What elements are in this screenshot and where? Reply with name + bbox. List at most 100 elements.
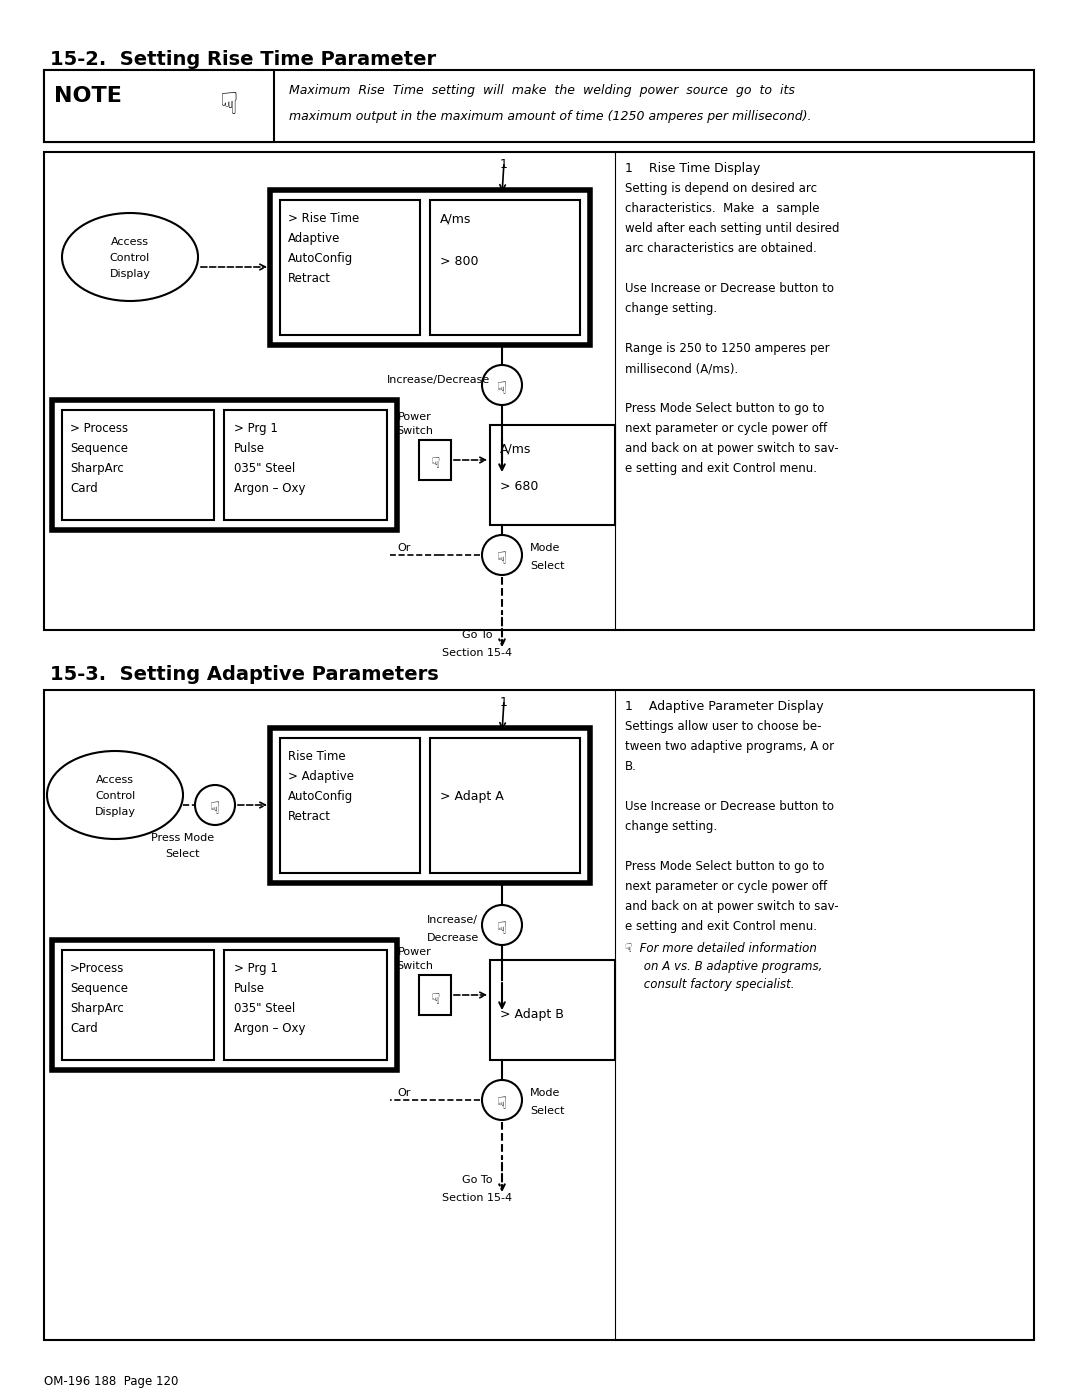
Text: Card: Card bbox=[70, 482, 98, 495]
Bar bbox=[280, 738, 420, 873]
Text: Sequence: Sequence bbox=[70, 441, 129, 455]
Text: next parameter or cycle power off: next parameter or cycle power off bbox=[625, 880, 827, 893]
Text: consult factory specialist.: consult factory specialist. bbox=[625, 978, 795, 990]
Text: > Process: > Process bbox=[70, 422, 129, 434]
Text: Mode: Mode bbox=[530, 1088, 561, 1098]
Text: 035" Steel: 035" Steel bbox=[234, 1002, 295, 1016]
Text: and back on at power switch to sav-: and back on at power switch to sav- bbox=[625, 441, 839, 455]
Text: Press Mode Select button to go to: Press Mode Select button to go to bbox=[625, 402, 824, 415]
Text: > 680: > 680 bbox=[500, 481, 538, 493]
Text: Select: Select bbox=[530, 562, 565, 571]
Bar bbox=[430, 738, 580, 873]
Text: SharpArc: SharpArc bbox=[70, 1002, 124, 1016]
Text: Switch: Switch bbox=[396, 961, 433, 971]
Text: Increase/: Increase/ bbox=[427, 915, 478, 925]
Text: AutoConfig: AutoConfig bbox=[288, 251, 353, 265]
Text: A/ms: A/ms bbox=[500, 443, 531, 455]
Text: 15-2.  Setting Rise Time Parameter: 15-2. Setting Rise Time Parameter bbox=[50, 50, 436, 68]
Text: Power: Power bbox=[399, 412, 432, 422]
Text: Increase/Decrease: Increase/Decrease bbox=[387, 374, 490, 386]
Bar bbox=[52, 940, 397, 1070]
Text: ☟: ☟ bbox=[497, 380, 508, 398]
Text: Press Mode: Press Mode bbox=[151, 833, 215, 842]
Text: ☟: ☟ bbox=[210, 800, 220, 819]
Text: Display: Display bbox=[109, 270, 150, 279]
Text: Access: Access bbox=[96, 775, 134, 785]
Text: > Adapt A: > Adapt A bbox=[440, 789, 503, 803]
Text: ☟: ☟ bbox=[497, 921, 508, 937]
Bar bbox=[490, 960, 615, 1060]
Text: ☟: ☟ bbox=[219, 91, 239, 120]
Text: OM-196 188  Page 120: OM-196 188 Page 120 bbox=[44, 1375, 178, 1389]
Text: Settings allow user to choose be-: Settings allow user to choose be- bbox=[625, 719, 822, 733]
Text: arc characteristics are obtained.: arc characteristics are obtained. bbox=[625, 242, 816, 256]
Bar bbox=[490, 425, 615, 525]
Text: Argon – Oxy: Argon – Oxy bbox=[234, 1023, 306, 1035]
Text: >Process: >Process bbox=[70, 963, 124, 975]
Text: Go To: Go To bbox=[462, 1175, 492, 1185]
Text: Retract: Retract bbox=[288, 272, 330, 285]
Text: and back on at power switch to sav-: and back on at power switch to sav- bbox=[625, 900, 839, 914]
Text: 1: 1 bbox=[500, 696, 508, 710]
Text: Go To: Go To bbox=[462, 630, 492, 640]
Text: e setting and exit Control menu.: e setting and exit Control menu. bbox=[625, 462, 816, 475]
Text: A/ms: A/ms bbox=[440, 212, 471, 225]
Text: Argon – Oxy: Argon – Oxy bbox=[234, 482, 306, 495]
Text: Adaptive: Adaptive bbox=[288, 232, 340, 244]
Text: Section 15-4: Section 15-4 bbox=[442, 648, 512, 658]
Text: Control: Control bbox=[95, 791, 135, 800]
Text: Use Increase or Decrease button to: Use Increase or Decrease button to bbox=[625, 282, 834, 295]
Text: Card: Card bbox=[70, 1023, 98, 1035]
Text: 035" Steel: 035" Steel bbox=[234, 462, 295, 475]
Bar bbox=[224, 950, 387, 1060]
Text: ☟  For more detailed information: ☟ For more detailed information bbox=[625, 942, 816, 956]
Text: on A vs. B adaptive programs,: on A vs. B adaptive programs, bbox=[625, 960, 822, 972]
Bar bbox=[430, 200, 580, 335]
Text: > Prg 1: > Prg 1 bbox=[234, 963, 278, 975]
Text: maximum output in the maximum amount of time (1250 amperes per millisecond).: maximum output in the maximum amount of … bbox=[289, 110, 811, 123]
Text: weld after each setting until desired: weld after each setting until desired bbox=[625, 222, 839, 235]
Text: B.: B. bbox=[625, 760, 637, 773]
Text: Range is 250 to 1250 amperes per: Range is 250 to 1250 amperes per bbox=[625, 342, 829, 355]
Text: Mode: Mode bbox=[530, 543, 561, 553]
Text: ☟: ☟ bbox=[497, 1095, 508, 1113]
Text: 1    Rise Time Display: 1 Rise Time Display bbox=[625, 162, 760, 175]
Bar bbox=[44, 70, 1034, 142]
Text: Use Increase or Decrease button to: Use Increase or Decrease button to bbox=[625, 800, 834, 813]
Text: Select: Select bbox=[530, 1106, 565, 1116]
Text: Sequence: Sequence bbox=[70, 982, 129, 995]
Bar bbox=[44, 690, 1034, 1340]
Ellipse shape bbox=[48, 752, 183, 840]
Text: Display: Display bbox=[95, 807, 135, 817]
Text: change setting.: change setting. bbox=[625, 820, 717, 833]
Text: Decrease: Decrease bbox=[427, 933, 480, 943]
Text: > Adapt B: > Adapt B bbox=[500, 1009, 564, 1021]
Bar bbox=[419, 975, 451, 1016]
Text: 1: 1 bbox=[500, 158, 508, 170]
Text: millisecond (A/ms).: millisecond (A/ms). bbox=[625, 362, 739, 374]
Bar bbox=[62, 950, 214, 1060]
Bar bbox=[419, 440, 451, 481]
Text: SharpArc: SharpArc bbox=[70, 462, 124, 475]
Bar bbox=[270, 190, 590, 345]
Text: Section 15-4: Section 15-4 bbox=[442, 1193, 512, 1203]
Text: Setting is depend on desired arc: Setting is depend on desired arc bbox=[625, 182, 816, 196]
Text: Power: Power bbox=[399, 947, 432, 957]
Text: > 800: > 800 bbox=[440, 256, 478, 268]
Ellipse shape bbox=[62, 212, 198, 300]
Text: Access: Access bbox=[111, 237, 149, 247]
Text: Retract: Retract bbox=[288, 810, 330, 823]
Text: change setting.: change setting. bbox=[625, 302, 717, 314]
Bar bbox=[280, 200, 420, 335]
Bar bbox=[224, 409, 387, 520]
Text: ☟: ☟ bbox=[430, 992, 440, 1006]
Bar bbox=[62, 409, 214, 520]
Text: > Adaptive: > Adaptive bbox=[288, 770, 354, 782]
Text: > Prg 1: > Prg 1 bbox=[234, 422, 278, 434]
Text: 1    Adaptive Parameter Display: 1 Adaptive Parameter Display bbox=[625, 700, 824, 712]
Text: Switch: Switch bbox=[396, 426, 433, 436]
Text: Control: Control bbox=[110, 253, 150, 263]
Bar bbox=[44, 70, 274, 142]
Text: next parameter or cycle power off: next parameter or cycle power off bbox=[625, 422, 827, 434]
Text: AutoConfig: AutoConfig bbox=[288, 789, 353, 803]
